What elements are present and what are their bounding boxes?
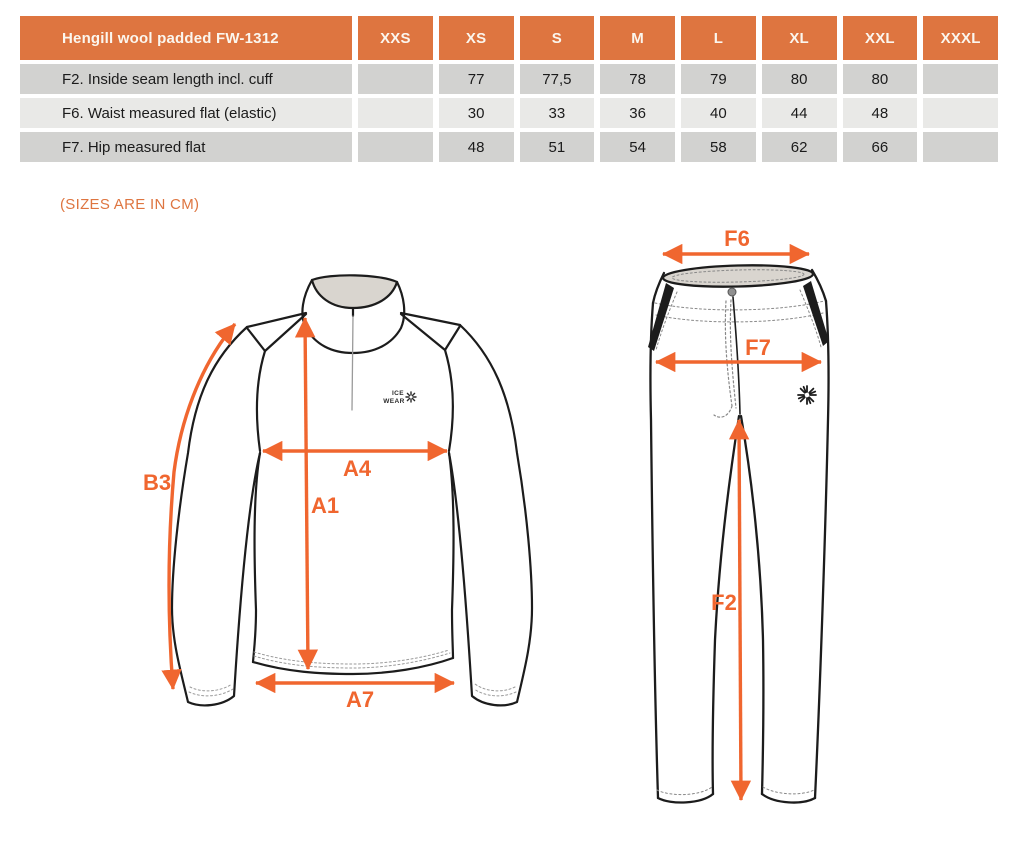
brand-logo: ICE WEAR	[383, 390, 417, 405]
a4-label: A4	[343, 456, 372, 481]
collar-opening	[310, 274, 399, 310]
a1-label: A1	[311, 493, 339, 518]
cell-value: 77	[438, 64, 514, 94]
cell-value: 78	[600, 64, 675, 94]
cell-value: 40	[681, 98, 756, 128]
row-label: F7. Hip measured flat	[20, 132, 352, 162]
measurement-diagrams: ICE WEAR B3 A4 A1 A7	[143, 226, 830, 804]
row-label: F2. Inside seam length incl. cuff	[20, 64, 352, 94]
b3-arrow	[161, 322, 237, 691]
col-header-xs: XS	[438, 16, 514, 60]
cell-value: 30	[438, 98, 514, 128]
snowflake-logo-icon	[405, 391, 417, 403]
cell-value	[358, 64, 433, 94]
cell-value: 58	[681, 132, 756, 162]
f6-label: F6	[724, 226, 750, 251]
size-table-header-row: Hengill wool padded FW-1312 XXS XS S M L…	[20, 16, 998, 60]
cell-value	[923, 132, 998, 162]
snowflake-emblem-icon	[797, 385, 817, 405]
table-row-f7: F7. Hip measured flat 48 51 54 58 62 66	[20, 132, 998, 162]
cell-value: 36	[600, 98, 675, 128]
cell-value: 79	[681, 64, 756, 94]
cell-value: 48	[438, 132, 514, 162]
col-header-xl: XL	[761, 16, 837, 60]
cell-value: 80	[842, 64, 918, 94]
cell-value: 62	[761, 132, 837, 162]
col-header-l: L	[681, 16, 756, 60]
sweater-dimension-arrows	[161, 316, 456, 694]
left-pocket	[648, 283, 674, 351]
left-sleeve	[170, 325, 262, 707]
cell-value	[923, 64, 998, 94]
col-header-m: M	[600, 16, 675, 60]
brand-logo-line2: WEAR	[383, 398, 404, 405]
f2-label: F2	[711, 590, 737, 615]
brand-logo-line1: ICE	[392, 390, 404, 397]
product-title: Hengill wool padded FW-1312	[20, 16, 352, 60]
cell-value: 44	[761, 98, 837, 128]
cell-value	[923, 98, 998, 128]
waist-opening	[661, 264, 815, 288]
right-sleeve	[447, 323, 534, 707]
col-header-xxxl: XXXL	[923, 16, 998, 60]
table-row-f2: F2. Inside seam length incl. cuff 77 77,…	[20, 64, 998, 94]
cell-value	[358, 132, 433, 162]
b3-label: B3	[143, 470, 171, 495]
waist-button	[727, 287, 737, 297]
col-header-s: S	[519, 16, 595, 60]
f7-label: F7	[745, 335, 771, 360]
sweater-diagram	[170, 274, 534, 707]
cell-value: 51	[519, 132, 595, 162]
cell-value: 33	[519, 98, 595, 128]
row-label: F6. Waist measured flat (elastic)	[20, 98, 352, 128]
f2-arrow	[728, 418, 752, 802]
col-header-xxl: XXL	[842, 16, 918, 60]
right-pocket	[803, 281, 829, 346]
a1-arrow	[294, 316, 319, 671]
zipper-line	[351, 315, 354, 411]
cell-value	[358, 98, 433, 128]
col-header-xxs: XXS	[358, 16, 433, 60]
size-table: Hengill wool padded FW-1312 XXS XS S M L…	[14, 12, 1004, 166]
hem	[251, 656, 455, 676]
cell-value: 66	[842, 132, 918, 162]
cell-value: 80	[761, 64, 837, 94]
cell-value: 54	[600, 132, 675, 162]
cell-value: 77,5	[519, 64, 595, 94]
a7-label: A7	[346, 687, 374, 712]
pants-dimension-arrows	[654, 243, 823, 802]
table-row-f6: F6. Waist measured flat (elastic) 30 33 …	[20, 98, 998, 128]
units-note: (SIZES ARE IN CM)	[60, 196, 200, 213]
cell-value: 48	[842, 98, 918, 128]
